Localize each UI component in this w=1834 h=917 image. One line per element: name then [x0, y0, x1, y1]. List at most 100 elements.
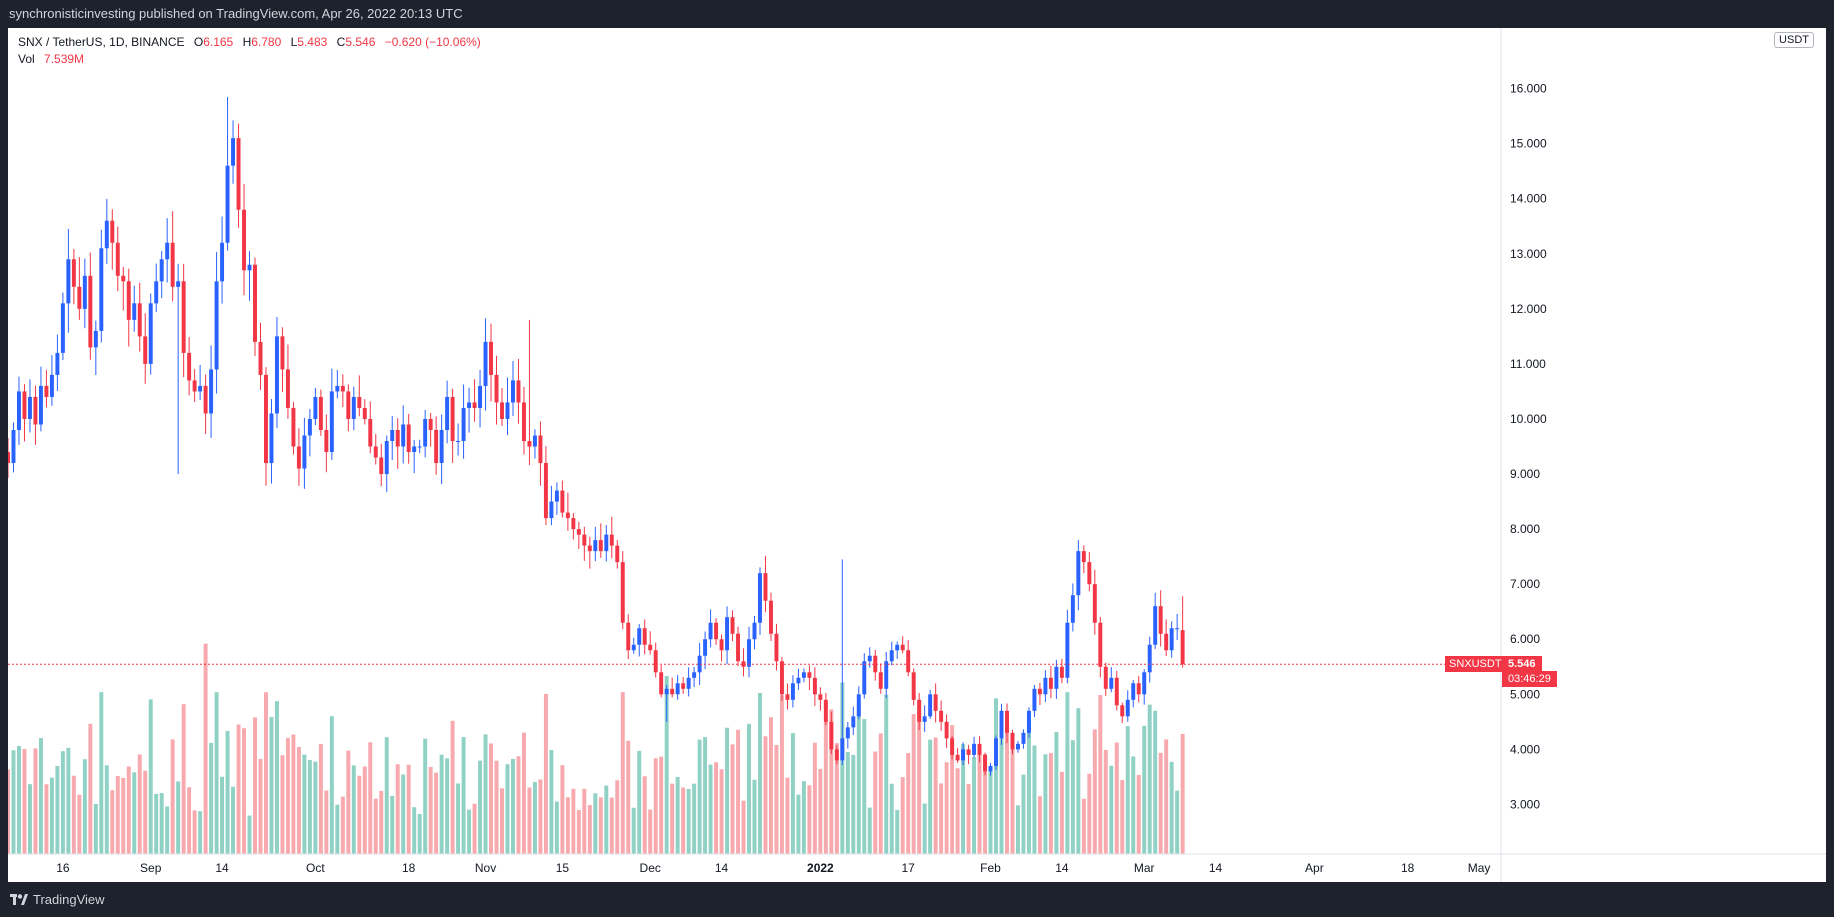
- candle-body: [906, 650, 911, 673]
- candle-body: [1153, 606, 1158, 645]
- volume-bar: [983, 754, 988, 854]
- candle-body: [148, 303, 153, 364]
- candle: [1120, 702, 1125, 723]
- candle: [231, 120, 236, 184]
- candle-body: [203, 385, 208, 414]
- candle-body: [1109, 677, 1114, 689]
- candle: [126, 268, 131, 347]
- candle-body: [681, 683, 686, 689]
- candle-body: [917, 699, 922, 722]
- candle: [516, 359, 521, 424]
- candle: [818, 687, 823, 711]
- volume-bar: [269, 717, 274, 854]
- time-tick-label: 14: [715, 861, 729, 875]
- candle: [714, 618, 719, 645]
- candle: [1070, 583, 1075, 632]
- candle-body: [620, 562, 625, 623]
- candle: [549, 485, 554, 526]
- candle: [505, 377, 510, 436]
- price-tick-label: 12.000: [1510, 302, 1547, 316]
- candle: [406, 413, 411, 464]
- candle-body: [335, 385, 340, 392]
- volume-bar: [401, 774, 406, 854]
- candle-body: [373, 446, 378, 458]
- last-price-value: 5.546: [1502, 656, 1542, 673]
- candle: [1005, 703, 1009, 744]
- candle-body: [670, 688, 675, 695]
- candle-body: [1120, 705, 1125, 717]
- volume-bar: [582, 788, 587, 854]
- candle: [434, 416, 439, 475]
- candle-body: [302, 435, 307, 469]
- time-tick-label: 18: [1401, 861, 1415, 875]
- volume-bar: [1048, 753, 1053, 854]
- candle: [362, 399, 367, 425]
- price-tick-label: 4.000: [1510, 742, 1540, 756]
- candle: [379, 443, 384, 487]
- currency-button[interactable]: USDT: [1774, 32, 1814, 48]
- symbol-label[interactable]: SNX / TetherUS, 1D, BINANCE: [18, 35, 185, 49]
- candle: [302, 417, 307, 489]
- candle-body: [955, 754, 960, 761]
- price-tick-label: 13.000: [1510, 247, 1547, 261]
- candle-body: [686, 677, 691, 689]
- volume-label[interactable]: Vol: [18, 52, 35, 66]
- candle-body: [170, 242, 175, 287]
- candle: [82, 258, 87, 329]
- volume-bar: [884, 694, 889, 854]
- candle: [209, 345, 214, 438]
- candle-body: [999, 710, 1004, 739]
- candle: [1098, 616, 1103, 678]
- chart-panel[interactable]: 3.000 4.000 5.000 6.000 7.000 8.000 9.000 10.00…: [8, 28, 1826, 882]
- time-tick-label: 2022: [807, 861, 834, 875]
- volume-bar: [192, 810, 197, 854]
- volume-bar: [900, 777, 905, 854]
- volume-bar: [939, 783, 944, 854]
- volume-bar: [483, 734, 488, 854]
- candle-body: [1175, 628, 1180, 630]
- volume-row: Vol 7.539M: [18, 51, 481, 68]
- candle-body: [472, 402, 477, 408]
- price-axis: 3.000 4.000 5.000 6.000 7.000 8.000 9.000 10.00…: [1510, 82, 1547, 812]
- candle: [1010, 729, 1015, 755]
- volume-bar: [801, 781, 806, 854]
- candle-body: [280, 336, 285, 370]
- candlestick-chart[interactable]: 3.000 4.000 5.000 6.000 7.000 8.000 9.000 10.00…: [8, 28, 1826, 882]
- volume-bar: [889, 783, 894, 854]
- candle-body: [664, 688, 669, 695]
- candle-body: [1081, 551, 1086, 563]
- candle: [346, 384, 351, 432]
- candle: [862, 653, 867, 699]
- volume-bar: [1087, 773, 1092, 854]
- candle: [823, 692, 828, 726]
- candle: [253, 257, 257, 357]
- volume-bar: [373, 798, 378, 854]
- candle-body: [33, 396, 38, 425]
- volume-bar: [1059, 771, 1064, 854]
- volume-bar: [1070, 740, 1075, 854]
- time-tick-label: 16: [56, 861, 70, 875]
- time-tick-label: 14: [1209, 861, 1223, 875]
- candle: [247, 251, 252, 301]
- volume-bar: [1169, 761, 1174, 854]
- volume-bar: [390, 795, 395, 854]
- candle: [686, 667, 691, 697]
- candle: [285, 344, 290, 419]
- candle-body: [82, 275, 87, 309]
- candle-body: [1076, 551, 1081, 596]
- candle-body: [27, 396, 32, 419]
- candle-body: [587, 545, 592, 552]
- candle-body: [922, 716, 927, 722]
- volume-bar: [346, 750, 351, 854]
- last-price-symbol: SNXUSDT: [1445, 656, 1506, 673]
- candle-body: [878, 672, 883, 689]
- volume-bar: [60, 751, 65, 854]
- candle-body: [137, 303, 142, 337]
- tradingview-logo[interactable]: TradingView: [10, 892, 105, 907]
- candle-body: [500, 402, 504, 419]
- volume-bar: [845, 752, 850, 854]
- volume-bar: [538, 779, 543, 854]
- volume-bar: [340, 796, 345, 854]
- volume-bar: [1005, 713, 1009, 854]
- candle: [977, 736, 982, 763]
